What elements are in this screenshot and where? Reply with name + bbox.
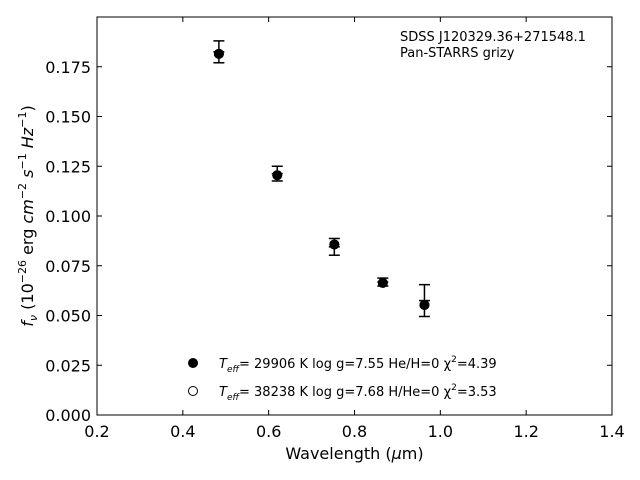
x-tick-label: 0.6 (256, 422, 281, 441)
y-tick-label: 0.125 (45, 157, 91, 176)
y-tick-label: 0.050 (45, 307, 91, 326)
annotation-line-1: SDSS J120329.36+271548.1 (400, 30, 586, 45)
model-point-open (329, 239, 340, 250)
legend-marker-open (188, 386, 198, 396)
model-point-open (419, 299, 430, 310)
model-point-open (377, 277, 388, 288)
y-tick-label: 0.075 (45, 257, 91, 276)
x-tick-label: 1.4 (599, 422, 624, 441)
x-tick-label: 1.2 (513, 422, 538, 441)
x-axis-label: Wavelength (μm) (285, 444, 423, 463)
x-tick-label: 0.2 (84, 422, 109, 441)
data-layer (213, 40, 430, 318)
y-axis-label: fν (10−26 erg cm−2 s−1 Hz−1) (16, 105, 40, 326)
y-tick-label: 0.000 (45, 406, 91, 425)
annotation-line-2: Pan-STARRS grizy (400, 46, 515, 61)
legend-entry-filled: Teff= 29906 K log g=7.55 He/H=0 χ2=4.39 (219, 355, 497, 375)
model-point-open (272, 170, 283, 181)
y-tick-label: 0.150 (45, 108, 91, 127)
model-point-open (213, 48, 224, 59)
legend: Teff= 29906 K log g=7.55 He/H=0 χ2=4.39 … (188, 355, 497, 403)
tick-layer: 0.2 0.4 0.6 0.8 1.0 1.2 1.4 0.000 0.025 0.050 0.07… (45, 17, 625, 441)
legend-marker-filled (188, 358, 198, 368)
legend-entry-open: Teff= 38238 K log g=7.68 H/He=0 χ2=3.53 (219, 383, 497, 403)
plot-frame (96, 16, 613, 416)
y-tick-label: 0.100 (45, 207, 91, 226)
x-tick-label: 0.8 (342, 422, 367, 441)
x-tick-label: 1.0 (428, 422, 453, 441)
y-tick-label: 0.175 (45, 58, 91, 77)
x-tick-label: 0.4 (170, 422, 195, 441)
y-tick-label: 0.025 (45, 356, 91, 375)
